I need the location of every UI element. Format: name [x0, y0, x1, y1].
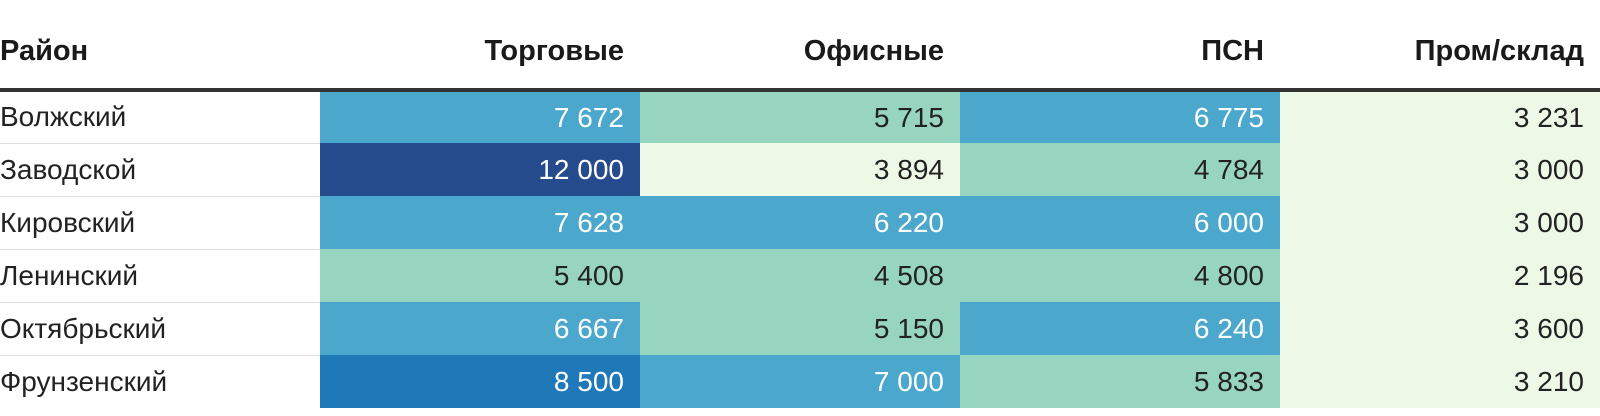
heatmap-cell: 6 240 [960, 302, 1280, 355]
column-header-district: Район [0, 0, 320, 92]
table-header: Район Торговые Офисные ПСН Пром/склад [0, 0, 1600, 92]
table-row: Фрунзенский 8 500 7 000 5 833 3 210 [0, 355, 1600, 408]
heatmap-cell: 6 667 [320, 302, 640, 355]
table-row: Октябрьский 6 667 5 150 6 240 3 600 [0, 302, 1600, 356]
district-name-cell: Волжский [0, 90, 320, 144]
heatmap-cell: 6 775 [960, 90, 1280, 143]
heatmap-cell: 4 784 [960, 143, 1280, 196]
heatmap-cell: 5 715 [640, 90, 960, 143]
table-row: Волжский 7 672 5 715 6 775 3 231 [0, 90, 1600, 144]
heatmap-cell: 3 210 [1280, 355, 1600, 408]
district-name-cell: Заводской [0, 143, 320, 197]
heatmap-cell: 4 508 [640, 249, 960, 302]
district-name-cell: Октябрьский [0, 302, 320, 356]
heatmap-cell: 12 000 [320, 143, 640, 196]
heatmap-cell: 8 500 [320, 355, 640, 408]
district-name-cell: Фрунзенский [0, 355, 320, 408]
table-row: Заводской 12 000 3 894 4 784 3 000 [0, 143, 1600, 197]
heatmap-cell: 7 000 [640, 355, 960, 408]
heatmap-cell: 2 196 [1280, 249, 1600, 302]
table-row: Кировский 7 628 6 220 6 000 3 000 [0, 196, 1600, 250]
heatmap-cell: 3 231 [1280, 90, 1600, 143]
table-row: Ленинский 5 400 4 508 4 800 2 196 [0, 249, 1600, 303]
heatmap-cell: 5 833 [960, 355, 1280, 408]
heatmap-cell: 5 400 [320, 249, 640, 302]
heatmap-cell: 7 672 [320, 90, 640, 143]
heatmap-cell: 4 800 [960, 249, 1280, 302]
heatmap-cell: 3 600 [1280, 302, 1600, 355]
heatmap-cell: 6 220 [640, 196, 960, 249]
heatmap-cell: 5 150 [640, 302, 960, 355]
heatmap-cell: 3 000 [1280, 143, 1600, 196]
heatmap-cell: 3 000 [1280, 196, 1600, 249]
district-name-cell: Ленинский [0, 249, 320, 303]
table-body: Волжский 7 672 5 715 6 775 3 231 Заводской 12 … [0, 90, 1600, 408]
column-header-psn: ПСН [960, 0, 1280, 92]
district-name-cell: Кировский [0, 196, 320, 250]
header-row: Район Торговые Офисные ПСН Пром/склад [0, 0, 1600, 92]
column-header-retail: Торговые [320, 0, 640, 92]
column-header-office: Офисные [640, 0, 960, 92]
heatmap-cell: 7 628 [320, 196, 640, 249]
heatmap-cell: 3 894 [640, 143, 960, 196]
heatmap-cell: 6 000 [960, 196, 1280, 249]
column-header-industrial: Пром/склад [1280, 0, 1600, 92]
